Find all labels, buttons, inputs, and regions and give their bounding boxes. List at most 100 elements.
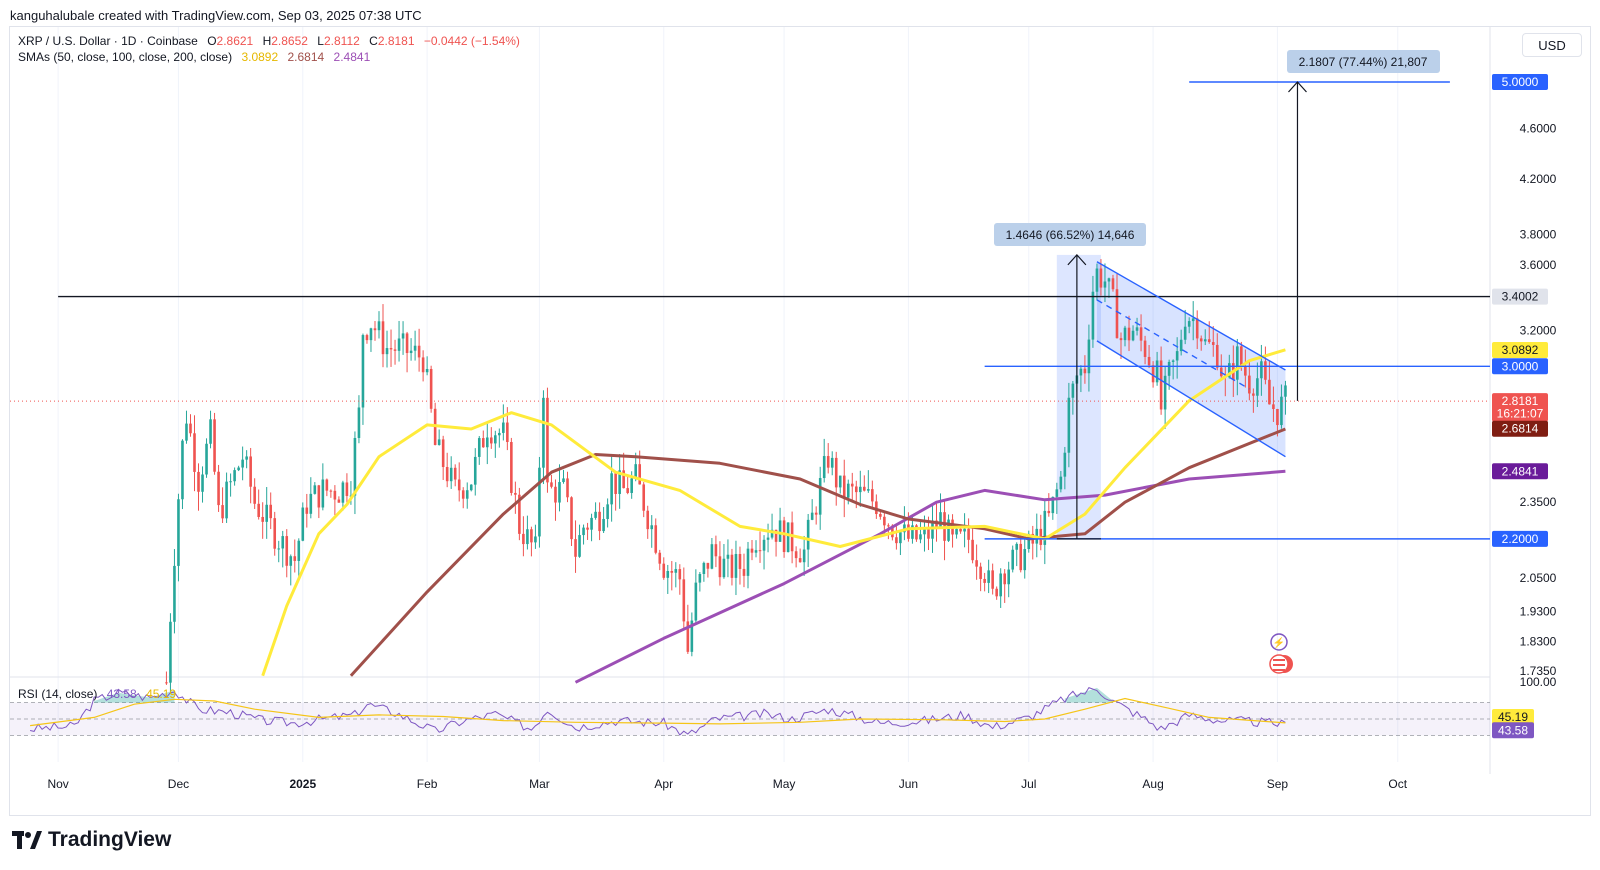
- candle-body: [578, 535, 581, 557]
- tradingview-logo[interactable]: TradingView: [12, 828, 171, 852]
- candle-body: [385, 348, 389, 355]
- currency-button[interactable]: USD: [1522, 33, 1582, 57]
- candle-body: [590, 517, 593, 530]
- candle-body: [670, 571, 674, 573]
- candle-body: [333, 490, 337, 500]
- candle-body: [197, 471, 200, 492]
- price-badge-label: 3.0892: [1502, 343, 1539, 357]
- candle-body: [923, 529, 926, 535]
- candle-body: [626, 488, 629, 493]
- open-label: O: [207, 34, 216, 48]
- price-tick-label: 1.7350: [1520, 664, 1557, 678]
- candle-body: [1019, 543, 1023, 571]
- candle-body: [1256, 378, 1259, 396]
- sma50-value: 3.0892: [241, 50, 278, 64]
- candle-body: [353, 437, 357, 496]
- candle-body: [325, 479, 329, 491]
- candle-body: [1147, 356, 1151, 366]
- svg-text:XRP / U.S. Dollar · 1D · Coinb: XRP / U.S. Dollar · 1D · Coinbase O2.862…: [18, 34, 520, 48]
- x-tick-label: Dec: [168, 777, 189, 791]
- candle-body: [1276, 408, 1279, 426]
- candle-body: [381, 321, 385, 355]
- alert-icons[interactable]: ⚡: [1269, 633, 1293, 674]
- svg-text:SMAs (50, close, 100, close, 2: SMAs (50, close, 100, close, 200, close)…: [18, 50, 371, 64]
- candle-body: [678, 569, 682, 580]
- candle-body: [289, 556, 293, 566]
- candle-body: [1199, 338, 1203, 342]
- close-label: C: [369, 34, 378, 48]
- x-tick-label: Nov: [47, 777, 68, 791]
- price-badge: [1492, 420, 1548, 437]
- price-badge-label: 2.4841: [1502, 464, 1539, 478]
- candle-body: [654, 525, 658, 553]
- candle-body: [1063, 452, 1067, 477]
- candle-body: [722, 558, 726, 578]
- rsi-line: [29, 686, 1286, 736]
- flag-stripe: [1273, 669, 1285, 671]
- candle-body: [810, 512, 814, 520]
- candle-body: [999, 573, 1002, 597]
- candle-body: [1280, 396, 1283, 426]
- candle-body: [838, 475, 842, 488]
- candle-body: [887, 525, 890, 527]
- candle-body: [257, 503, 260, 517]
- candle-body: [345, 482, 349, 496]
- candle-body: [1155, 360, 1159, 383]
- x-tick-label: Oct: [1388, 777, 1407, 791]
- candle-body: [1107, 278, 1111, 282]
- price-badge-label: 3.0000: [1502, 359, 1539, 373]
- candle-body: [393, 349, 397, 351]
- candle-body: [550, 482, 553, 487]
- candle-body: [1047, 510, 1051, 514]
- candle-body: [987, 570, 990, 583]
- candle-body: [461, 490, 465, 499]
- rsi-badge: [1492, 708, 1534, 725]
- candle-body: [1023, 549, 1027, 571]
- candle-body: [1091, 291, 1095, 340]
- candle-body: [293, 556, 297, 561]
- candle-body: [1163, 375, 1167, 410]
- measure-small-arrowhead: [1067, 254, 1087, 266]
- x-tick-label: May: [773, 777, 796, 791]
- x-tick-label: Apr: [654, 777, 673, 791]
- candle-body: [1272, 404, 1275, 409]
- candle-body: [594, 511, 597, 518]
- candle-body: [185, 423, 188, 441]
- candle-body: [457, 479, 461, 491]
- x-tick-label: Jul: [1021, 777, 1036, 791]
- candle-body: [421, 357, 425, 373]
- candle-body: [907, 524, 910, 539]
- candle-body: [1111, 278, 1115, 290]
- candle-body: [1099, 268, 1103, 288]
- lightning-icon[interactable]: [1270, 633, 1288, 651]
- candle-body: [786, 522, 790, 553]
- candle-body: [883, 516, 886, 526]
- candle-body: [822, 456, 826, 479]
- x-tick-label: Aug: [1142, 777, 1163, 791]
- candle-body: [1179, 339, 1183, 352]
- brand-name: TradingView: [48, 828, 172, 851]
- candle-body: [1167, 361, 1171, 376]
- candle-body: [389, 348, 393, 350]
- candle-body: [770, 529, 774, 538]
- candle-body: [1043, 510, 1047, 545]
- rsi-badge-label: 45.19: [1498, 710, 1528, 724]
- candle-body: [606, 504, 609, 519]
- candle-body: [1268, 379, 1271, 405]
- price-badge-label: 5.0000: [1502, 75, 1539, 89]
- candle-body: [494, 435, 497, 444]
- candle-body: [522, 533, 525, 545]
- price-badge-label: 3.4002: [1502, 290, 1539, 304]
- candle-body: [586, 527, 589, 530]
- candle-body: [1187, 321, 1191, 327]
- candle-body: [574, 539, 577, 557]
- candle-body: [1015, 543, 1019, 550]
- attribution: kanguhalubale created with TradingView.c…: [10, 8, 422, 23]
- candle-body: [177, 499, 180, 566]
- channel-upper-line: [1096, 261, 1286, 371]
- candle-body: [1284, 385, 1287, 397]
- candle-body: [425, 368, 429, 373]
- candle-body: [281, 536, 285, 549]
- candle-body: [1139, 327, 1143, 341]
